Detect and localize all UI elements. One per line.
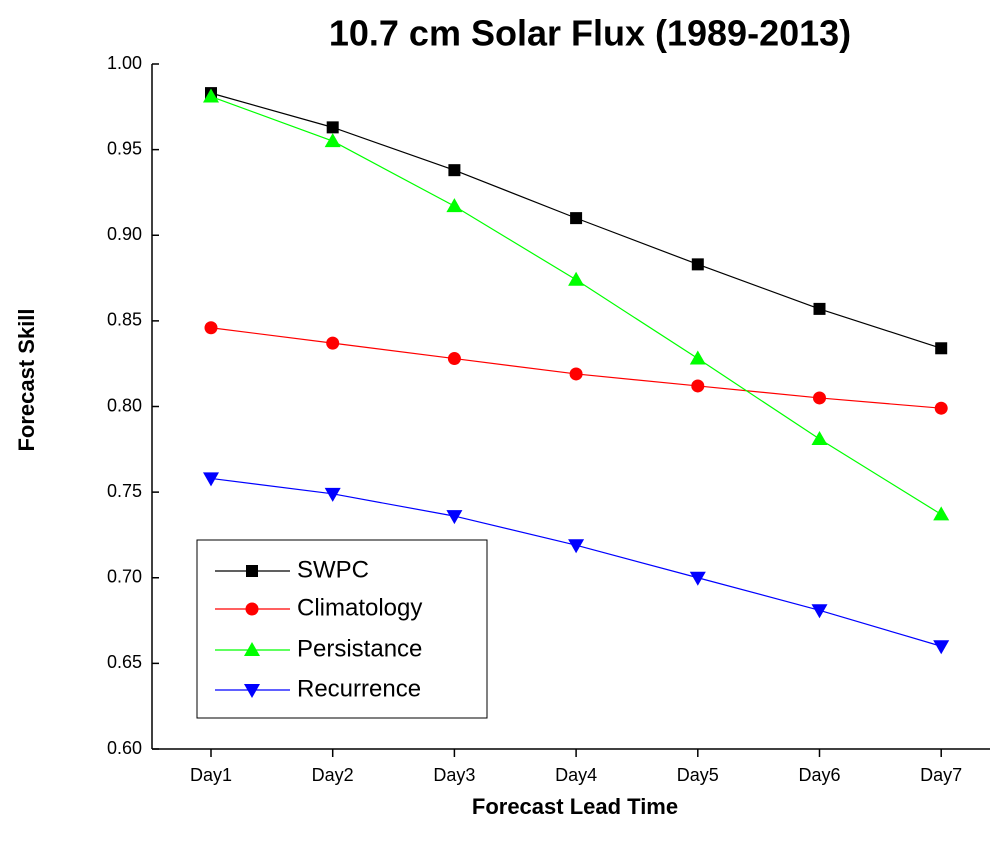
legend-label: SWPC — [297, 556, 369, 583]
legend-marker — [244, 642, 260, 656]
legend-label: Climatology — [297, 594, 422, 621]
marker — [447, 352, 461, 366]
marker — [933, 506, 950, 521]
y-tick-label: 0.60 — [107, 738, 142, 758]
legend-box — [196, 539, 488, 719]
marker — [326, 336, 340, 350]
marker — [324, 487, 341, 502]
marker — [446, 510, 463, 525]
marker — [324, 133, 341, 148]
marker — [203, 88, 219, 103]
legend-marker — [245, 602, 259, 616]
x-tick-label: Day3 — [433, 765, 475, 785]
marker — [569, 367, 583, 381]
marker — [203, 472, 219, 487]
marker — [934, 401, 948, 415]
y-tick-label: 0.75 — [107, 481, 142, 501]
y-tick-label: 0.85 — [107, 310, 142, 330]
marker — [689, 571, 706, 586]
marker — [811, 604, 828, 619]
marker — [691, 258, 704, 271]
x-tick-label: Day7 — [920, 765, 962, 785]
x-tick-label: Day2 — [312, 765, 354, 785]
marker — [933, 640, 950, 655]
legend-marker — [246, 565, 258, 577]
marker — [813, 391, 826, 405]
legend-label: Persistance — [297, 635, 422, 662]
x-axis-label: Forecast Lead Time — [472, 794, 678, 819]
marker — [691, 379, 705, 393]
x-tick-label: Day1 — [190, 765, 232, 785]
x-tick-label: Day6 — [798, 765, 840, 785]
chart-title: 10.7 cm Solar Flux (1989-2013) — [329, 13, 851, 54]
y-tick-label: 0.65 — [107, 652, 142, 672]
y-tick-label: 1.00 — [107, 53, 142, 73]
marker — [326, 121, 339, 134]
x-tick-label: Day4 — [555, 765, 597, 785]
marker — [204, 321, 218, 335]
y-axis-label: Forecast Skill — [14, 308, 39, 451]
y-tick-label: 0.80 — [107, 395, 142, 415]
marker — [935, 342, 948, 355]
legend-label: Recurrence — [297, 675, 421, 702]
marker — [689, 350, 706, 365]
marker — [813, 302, 826, 315]
x-tick-label: Day5 — [677, 765, 719, 785]
marker — [811, 431, 828, 446]
series-line — [210, 95, 942, 515]
y-tick-label: 0.95 — [107, 138, 142, 158]
marker — [570, 212, 583, 225]
marker — [446, 198, 463, 213]
y-tick-label: 0.70 — [107, 567, 142, 587]
y-tick-label: 0.90 — [107, 224, 142, 244]
marker — [568, 271, 585, 286]
legend-marker — [244, 684, 260, 698]
marker — [448, 164, 461, 177]
marker — [568, 539, 585, 554]
